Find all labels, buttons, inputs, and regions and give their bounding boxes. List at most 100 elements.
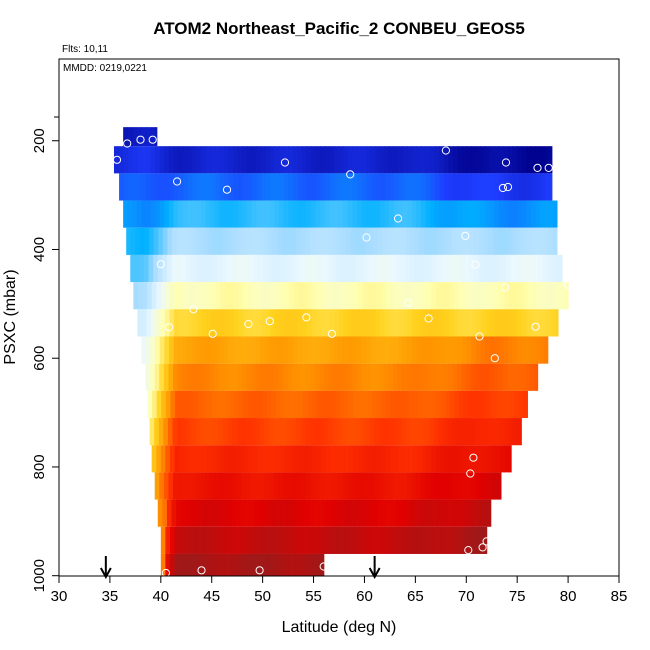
heatmap-cell — [258, 499, 264, 527]
heatmap-cell — [416, 200, 422, 228]
heatmap-cell — [484, 363, 490, 391]
heatmap-cell — [146, 127, 152, 147]
heatmap-cell — [263, 499, 269, 527]
heatmap-cell — [306, 200, 312, 228]
heatmap-cell — [346, 227, 352, 255]
heatmap-cell — [376, 390, 382, 419]
heatmap-cell — [421, 282, 428, 310]
heatmap-cell — [408, 390, 414, 419]
dates-label: MMDD: 0219,0221 — [63, 63, 147, 74]
heatmap-cell — [387, 227, 393, 255]
heatmap-cell — [237, 146, 243, 174]
heatmap-cell — [476, 309, 482, 337]
heatmap-cell — [429, 472, 435, 500]
heatmap-cell — [457, 200, 463, 228]
heatmap-cell — [448, 173, 455, 201]
heatmap-cell — [272, 254, 278, 283]
heatmap-cell — [206, 282, 212, 310]
heatmap-cell — [168, 200, 175, 228]
heatmap-cell — [348, 173, 354, 201]
heatmap-cell — [387, 418, 394, 446]
heatmap-cell — [288, 336, 294, 364]
heatmap-cell — [155, 200, 161, 228]
heatmap-cell — [324, 336, 330, 364]
heatmap-cell — [411, 363, 417, 391]
heatmap-cell — [350, 227, 356, 255]
heatmap-cell — [512, 363, 518, 391]
heatmap-cell — [524, 227, 530, 255]
heatmap-cell — [367, 445, 373, 473]
heatmap-cell — [165, 282, 171, 310]
heatmap-cell — [141, 173, 148, 201]
heatmap-cell — [403, 282, 409, 310]
heatmap-cell — [475, 146, 482, 174]
heatmap-cell — [453, 200, 459, 228]
heatmap-cell — [141, 336, 147, 364]
heatmap-cell — [227, 227, 233, 255]
heatmap-cell — [237, 200, 243, 228]
heatmap-cell — [164, 309, 171, 337]
heatmap-cell — [481, 282, 487, 310]
heatmap-cell — [398, 146, 404, 174]
heatmap-cell — [480, 336, 486, 364]
heatmap-cell — [344, 445, 350, 473]
heatmap-cell — [151, 445, 157, 473]
heatmap-cell — [412, 282, 418, 310]
heatmap-cell — [544, 336, 549, 364]
heatmap-cell — [250, 472, 257, 500]
heatmap-cell — [303, 390, 309, 419]
heatmap-cell — [385, 445, 391, 473]
heatmap-cell — [194, 499, 200, 527]
heatmap-cell — [279, 445, 286, 473]
heatmap-cell — [361, 173, 368, 201]
heatmap-cell — [401, 418, 407, 446]
heatmap-cell — [424, 227, 430, 255]
heatmap-cell — [218, 363, 225, 391]
heatmap-cell — [402, 363, 408, 391]
heatmap-cell — [375, 309, 381, 337]
heatmap-cell — [494, 173, 500, 201]
heatmap-cell — [458, 445, 464, 473]
heatmap-cell — [427, 390, 433, 419]
heatmap-cell — [412, 445, 418, 473]
heatmap-cell — [339, 309, 345, 337]
heatmap-cell — [264, 418, 270, 446]
heatmap-cell — [238, 309, 244, 337]
heatmap-cell — [185, 227, 191, 255]
heatmap-cell — [377, 499, 383, 527]
heatmap-cell — [323, 418, 329, 446]
heatmap-cell — [281, 254, 287, 283]
heatmap-cell — [197, 526, 203, 554]
heatmap-cell — [217, 499, 223, 527]
heatmap-cell — [234, 445, 240, 473]
heatmap-cell — [434, 336, 440, 364]
heatmap-cell — [278, 146, 285, 174]
heatmap-cell — [302, 309, 308, 337]
heatmap-cell — [283, 336, 289, 364]
heatmap-cell — [132, 200, 138, 228]
heatmap-cell — [253, 254, 260, 283]
heatmap-cell — [499, 309, 505, 337]
heatmap-cell — [397, 418, 403, 446]
heatmap-cell — [174, 282, 180, 310]
heatmap-cell — [355, 227, 361, 255]
heatmap-cell — [283, 200, 289, 228]
heatmap-cell — [353, 526, 359, 554]
heatmap-cell — [406, 472, 412, 500]
heatmap-cell — [370, 336, 376, 364]
heatmap-cell — [255, 418, 261, 446]
heatmap-cell — [407, 146, 413, 174]
heatmap-cell — [139, 227, 146, 255]
heatmap-cell — [238, 553, 244, 576]
heatmap-cell — [257, 553, 263, 576]
heatmap-cell — [442, 418, 449, 446]
heatmap-cell — [237, 363, 243, 391]
heatmap-cell — [251, 146, 257, 174]
heatmap-cell — [472, 390, 479, 419]
heatmap-cell — [451, 227, 457, 255]
heatmap-cell — [221, 499, 228, 527]
heatmap-cell — [226, 499, 232, 527]
heatmap-cell — [241, 472, 247, 500]
heatmap-cell — [154, 363, 160, 391]
heatmap-cell — [356, 146, 362, 174]
